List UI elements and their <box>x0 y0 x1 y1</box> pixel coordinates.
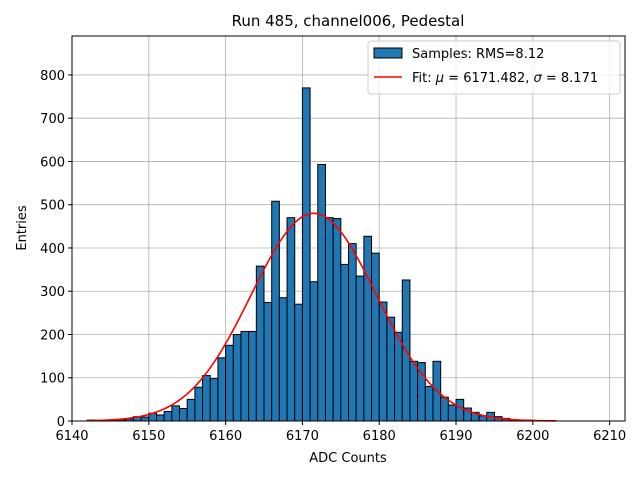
y-tick-label: 600 <box>40 155 65 170</box>
histogram-bar <box>140 416 150 422</box>
x-tick-label: 6170 <box>286 429 319 444</box>
histogram-bar <box>378 301 388 422</box>
histogram-bar <box>340 263 350 422</box>
legend: Samples: RMS=8.12 Fit: μ = 6171.482, σ =… <box>367 40 621 95</box>
x-tick-label: 6190 <box>439 429 472 444</box>
histogram-bar <box>263 301 273 422</box>
histogram-bar <box>394 331 403 422</box>
x-tick-label: 6160 <box>209 429 242 444</box>
histogram-bar <box>255 265 265 422</box>
histogram-bar <box>317 163 326 422</box>
histogram-bar <box>424 385 434 422</box>
histogram-bar <box>286 217 296 422</box>
x-axis-label: ADC Counts <box>309 451 387 466</box>
plot-frame <box>71 35 626 422</box>
y-tick-label: 100 <box>40 372 65 387</box>
y-tick-label: 0 <box>57 415 65 430</box>
histogram-bar <box>248 330 257 422</box>
histogram-bar <box>309 281 319 422</box>
histogram-bar <box>179 407 188 422</box>
histogram-bar <box>202 375 211 422</box>
legend-fit-sigma-symbol: σ <box>534 71 543 86</box>
histogram-bar <box>225 344 234 422</box>
legend-box <box>367 40 621 95</box>
x-tick-label: 6150 <box>132 429 165 444</box>
legend-fit-prefix: Fit: <box>412 71 436 86</box>
x-tick-label: 6200 <box>516 429 549 444</box>
histogram-bar <box>271 200 280 422</box>
histogram-bar <box>294 303 303 422</box>
histogram-bar <box>455 398 465 422</box>
histogram-bar <box>155 414 165 422</box>
histogram-bar <box>194 386 204 422</box>
y-tick-label: 700 <box>40 112 65 127</box>
x-tick-label: 6180 <box>363 429 396 444</box>
histogram-bar <box>417 362 426 422</box>
histogram-bar <box>217 357 227 422</box>
histogram-bar <box>355 275 365 422</box>
y-tick-label: 200 <box>40 328 65 343</box>
histogram-bar <box>348 243 357 422</box>
histogram-bars <box>86 87 557 422</box>
legend-fit-sigma-value: = 8.171 <box>542 71 598 86</box>
histogram-bar <box>386 316 396 422</box>
histogram-bar <box>440 396 449 422</box>
legend-fit-mu-value: = 6171.482, <box>444 71 533 86</box>
fit-curve <box>87 212 556 422</box>
y-axis-label: Entries <box>15 205 30 251</box>
x-tick-label: 6210 <box>593 429 626 444</box>
legend-samples-swatch <box>373 47 403 59</box>
chart-title: Run 485, channel006, Pedestal <box>232 12 465 30</box>
y-axis-ticks: 0 100 200 300 400 500 600 700 800 <box>40 69 72 430</box>
x-tick-label: 6140 <box>55 429 88 444</box>
histogram-bar <box>371 252 380 422</box>
histogram-bar <box>186 398 196 422</box>
y-tick-label: 500 <box>40 199 65 214</box>
histogram-bar <box>332 218 342 422</box>
histogram-bar <box>301 87 311 422</box>
histogram-bar <box>163 410 173 422</box>
y-tick-label: 800 <box>40 69 65 84</box>
histogram-bar <box>209 378 219 422</box>
histogram-bar <box>232 333 242 422</box>
histogram-bar <box>363 235 373 422</box>
legend-fit-label: Fit: μ = 6171.482, σ = 8.171 <box>412 71 598 86</box>
legend-fit-mu-symbol: μ <box>435 71 444 86</box>
histogram-bar <box>409 360 419 422</box>
histogram-bar <box>447 404 457 422</box>
y-tick-label: 400 <box>40 242 65 257</box>
histogram-bar <box>324 217 334 422</box>
y-tick-label: 300 <box>40 285 65 300</box>
histogram-bar <box>278 297 288 422</box>
x-axis-ticks: 6140 6150 6160 6170 6180 6190 6200 6210 <box>55 421 626 444</box>
histogram-bar <box>171 405 181 422</box>
legend-samples-label: Samples: RMS=8.12 <box>412 47 544 62</box>
histogram-bar <box>240 330 250 422</box>
